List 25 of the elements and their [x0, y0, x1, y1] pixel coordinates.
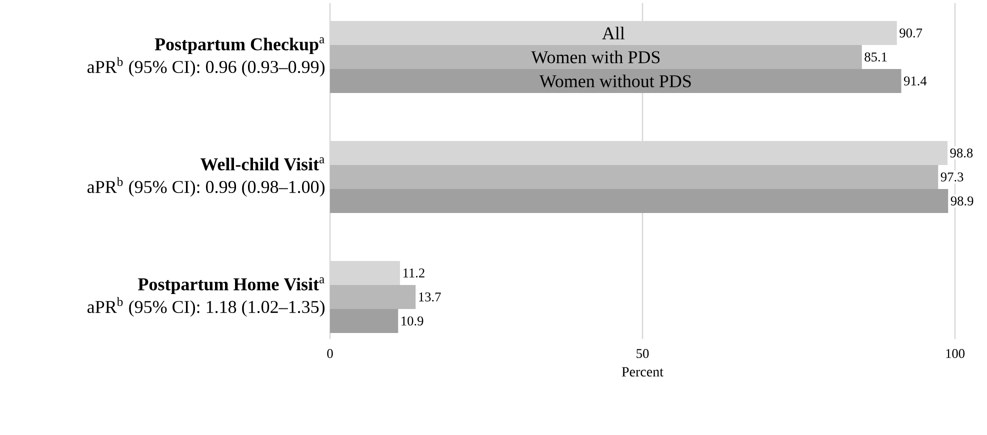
data-label: 91.4 — [904, 76, 927, 86]
x-axis-title: Percent — [622, 367, 664, 377]
x-tick-label: 50 — [636, 349, 649, 358]
data-label: 98.9 — [950, 196, 974, 206]
bar — [330, 165, 938, 190]
data-label: 98.8 — [950, 148, 973, 158]
text: aPR$^{b}$ (95% CI): 0.99 (0.98–1.00) — [87, 177, 325, 197]
data-label: 97.3 — [940, 172, 964, 182]
series-label: Women with PDS — [531, 50, 660, 64]
text: aPR$^{b}$ (95% CI): 0.96 (0.93–0.99) — [87, 57, 325, 77]
x-tick-label: 0 — [327, 349, 333, 358]
data-label: 90.7 — [900, 28, 922, 38]
text: aPR$^{b}$ (95% CI): 1.18 (1.02–1.35) — [87, 297, 325, 317]
data-label: 10.9 — [402, 316, 424, 326]
x-tick-label: 100 — [946, 349, 965, 358]
series-label: Women without PDS — [539, 74, 691, 88]
bar — [330, 69, 902, 93]
data-label: 13.7 — [419, 292, 441, 302]
y-tick-label: Postpartum Home Visit$^{a}$ — [138, 277, 324, 294]
data-label: 85.1 — [864, 52, 887, 62]
y-tick-label: Postpartum Checkup$^{a}$ — [154, 37, 324, 54]
y-tick-label: Well-child Visit$^{a}$ — [200, 157, 324, 170]
bar — [330, 189, 948, 214]
data-label: 11.2 — [403, 268, 424, 278]
series-label: All — [602, 26, 625, 40]
